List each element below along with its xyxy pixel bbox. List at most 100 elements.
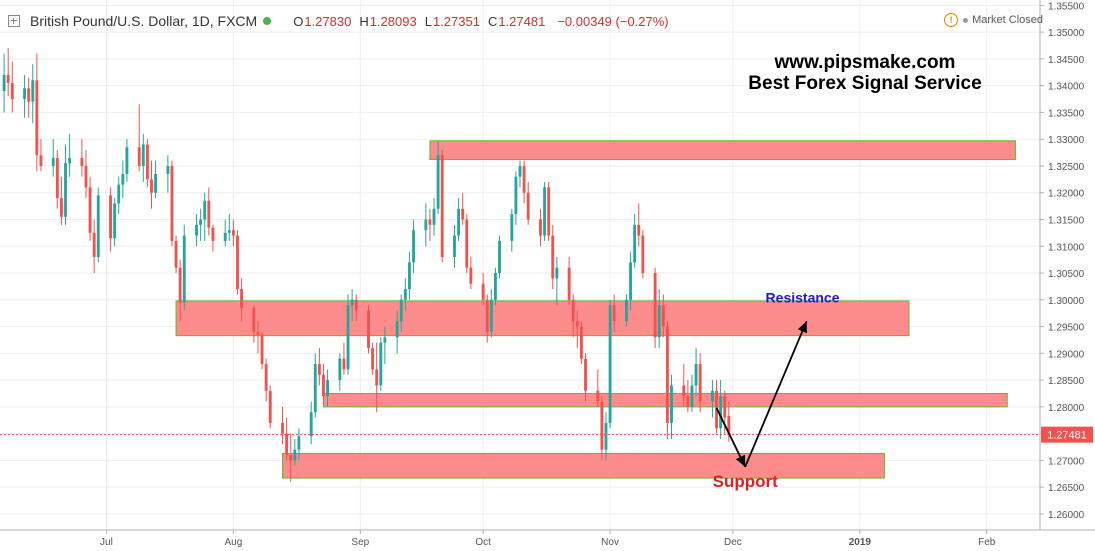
candle-body: [313, 364, 317, 413]
candle-body: [489, 299, 493, 332]
candle-body: [297, 436, 301, 450]
candle-body: [629, 262, 632, 300]
candle-body: [670, 385, 673, 423]
x-tick-label: Aug: [224, 537, 242, 548]
zone-rect-3: [322, 392, 1008, 408]
y-tick-label: 1.33500: [1048, 108, 1085, 119]
y-tick-label: 1.29500: [1048, 323, 1085, 334]
candle-body: [690, 385, 694, 407]
candle-body: [109, 195, 112, 239]
candle-body: [55, 157, 59, 199]
y-tick-label: 1.30000: [1048, 296, 1085, 307]
candle-body: [178, 267, 182, 303]
symbol-title[interactable]: British Pound/U.S. Dollar, 1D, FXCM: [30, 13, 258, 29]
price-axis[interactable]: 1.35500 1.35000 1.34500 1.34000 1.33500 1.330…: [1039, 0, 1095, 530]
low-value: 1.27351: [432, 13, 480, 29]
candle-body: [399, 299, 403, 322]
candle-body: [260, 334, 264, 365]
zone-rect-1: [429, 140, 1016, 161]
candle-body: [514, 176, 518, 215]
candle-body: [309, 412, 313, 437]
watermark-line2: Best Forex Signal Service: [748, 73, 982, 94]
candle-body: [633, 224, 637, 263]
candle-body: [711, 390, 714, 402]
candle-body: [240, 289, 244, 308]
zones-layer: [175, 140, 1016, 479]
candle-body: [408, 262, 411, 290]
y-tick-label: 1.32500: [1048, 162, 1085, 173]
candle-body: [543, 187, 546, 236]
candle-body: [64, 163, 67, 217]
candle-body: [641, 235, 645, 274]
candle-body: [170, 165, 174, 241]
candle-body: [125, 147, 129, 174]
y-tick-label: 1.31500: [1048, 215, 1085, 226]
candle-body: [485, 299, 489, 332]
candle-body: [145, 144, 149, 180]
candle-body: [571, 299, 575, 322]
candle-body: [317, 364, 321, 375]
zone-rect-4: [282, 452, 885, 479]
annotations-layer: Resistance Support: [713, 289, 840, 491]
x-tick-label: Jul: [100, 537, 113, 548]
watermark-line1: www.pipsmake.com: [774, 52, 956, 73]
candle-body: [117, 184, 121, 204]
candle-body: [211, 227, 215, 241]
symbol-search-icon[interactable]: [8, 15, 20, 27]
candle-body: [612, 305, 616, 322]
candle-body: [424, 219, 428, 231]
candle-body: [457, 208, 461, 236]
candle-body: [461, 208, 465, 220]
candle-body: [510, 214, 514, 241]
candle-body: [686, 396, 690, 407]
candle-body: [350, 299, 354, 306]
candle-body: [608, 305, 612, 423]
candle-body: [698, 364, 702, 402]
y-tick-label: 1.30500: [1048, 269, 1085, 280]
closed-dot-icon: [963, 17, 969, 23]
candle-body: [231, 230, 235, 236]
candle-body: [346, 305, 350, 370]
candle-body: [268, 390, 272, 423]
x-tick-label: Oct: [475, 537, 491, 548]
candle-body: [84, 165, 88, 188]
candle-body: [6, 74, 10, 83]
arrow-head-1: [735, 454, 746, 467]
last-price-label: 1.27481: [1047, 430, 1087, 442]
candle-body: [39, 155, 43, 166]
market-status[interactable]: ! Market Closed: [944, 13, 1043, 27]
candle-body: [547, 187, 551, 236]
candle-body: [27, 88, 31, 102]
candle-body: [285, 433, 289, 456]
candle-body: [289, 455, 293, 461]
candle-body: [412, 230, 415, 263]
candle-body: [68, 157, 72, 164]
arrow-line-2: [744, 320, 808, 468]
candle-body: [51, 157, 55, 166]
candle-body: [150, 179, 153, 193]
candle-body: [539, 219, 542, 236]
candle-body: [440, 155, 444, 257]
candle-body: [264, 364, 268, 391]
candle-body: [35, 80, 39, 156]
candle-body: [428, 219, 432, 225]
candle-body: [469, 267, 473, 284]
status-dot-icon: [263, 17, 272, 25]
open-value: 1.27830: [304, 13, 352, 29]
candle-body: [2, 74, 6, 92]
arrows-layer: [715, 320, 808, 468]
candle-body: [227, 230, 231, 233]
candle-body: [236, 235, 239, 290]
candle-body: [203, 200, 207, 220]
candle-body: [379, 342, 383, 386]
candle-body: [354, 299, 358, 311]
candle-body: [604, 422, 608, 450]
candle-body: [182, 235, 186, 303]
time-axis[interactable]: Jul Aug Sep Oct Nov Dec 2019 Feb: [0, 529, 1095, 548]
zone-rect-2: [175, 300, 910, 337]
candle-body: [31, 80, 35, 102]
candle-body: [371, 347, 375, 370]
chart-header: British Pound/U.S. Dollar, 1D, FXCM O 1.2…: [0, 8, 669, 34]
y-tick-label: 1.35000: [1048, 28, 1085, 39]
